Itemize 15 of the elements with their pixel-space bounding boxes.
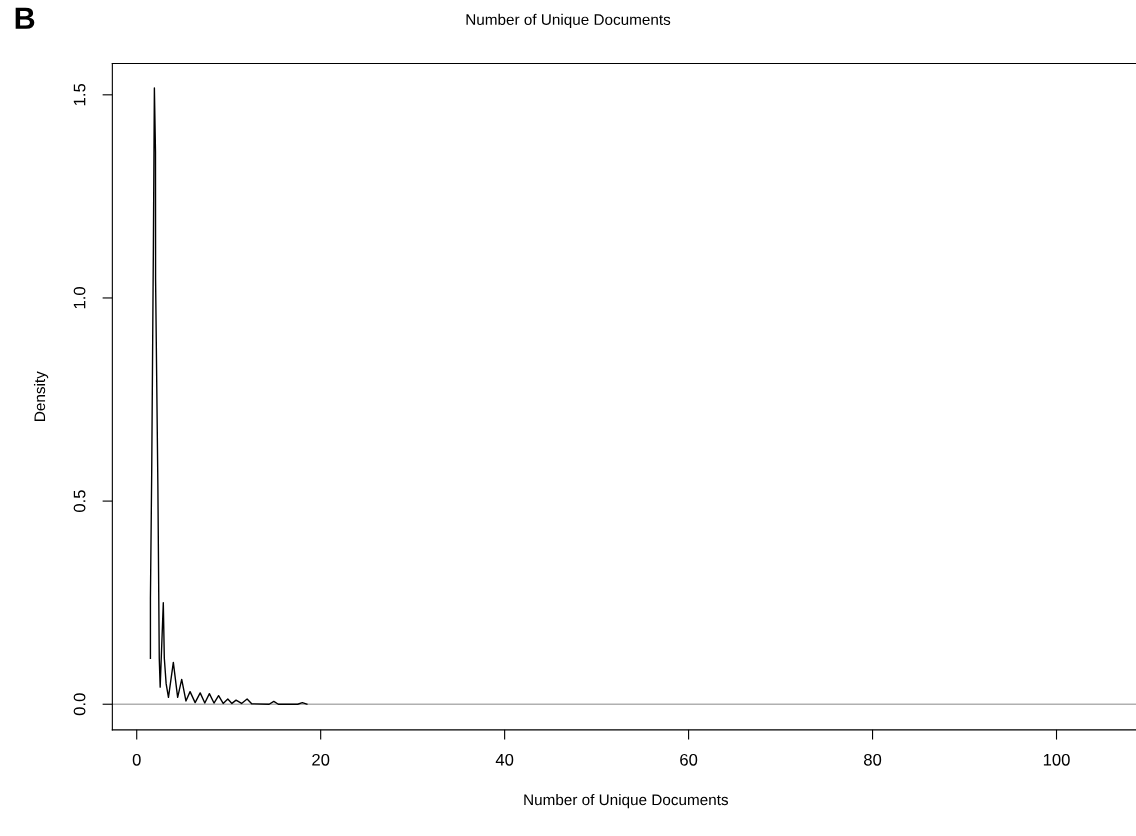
x-tick-label: 20 <box>312 753 330 766</box>
y-tick-label: 1.0 <box>73 287 86 309</box>
line-series <box>149 87 308 705</box>
x-tick-label: 40 <box>495 753 514 766</box>
x-tick-label: 80 <box>864 753 882 766</box>
chart-title: Number of Unique Documents <box>466 13 671 29</box>
text: B <box>15 7 35 29</box>
y-tick-label: 1.5 <box>73 83 86 106</box>
x-tick-label: 0 <box>132 753 141 766</box>
x-axis-title: Number of Unique Documents <box>524 793 729 809</box>
x-tick-label: 60 <box>680 753 698 766</box>
y-tick-label: 0.5 <box>73 490 86 513</box>
x-tick-label: 100 <box>1043 753 1070 766</box>
y-tick-label: 0.0 <box>73 693 86 716</box>
y-axis-title: Density <box>33 371 49 421</box>
